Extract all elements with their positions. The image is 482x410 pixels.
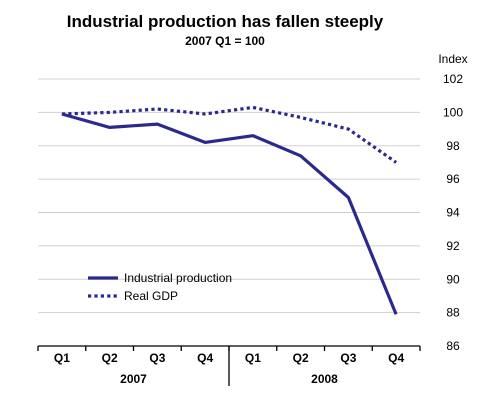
- x-tick-label: Q4: [197, 351, 213, 365]
- x-tick-label: Q3: [149, 351, 165, 365]
- x-tick-label: Q1: [245, 351, 261, 365]
- legend-label: Real GDP: [124, 289, 178, 303]
- legend: Industrial production Real GDP: [88, 271, 232, 303]
- x-tick-label: Q1: [54, 351, 70, 365]
- y-tick-label: 100: [443, 105, 463, 119]
- chart-title: Industrial production has fallen steeply: [67, 12, 384, 31]
- y-tick-label: 90: [446, 272, 460, 286]
- y-tick-label: 96: [446, 172, 460, 186]
- y-tick-label: 86: [446, 339, 460, 353]
- series-lines: [61, 105, 398, 315]
- x-tick-label: Q2: [102, 351, 118, 365]
- y-tick-label: 102: [443, 72, 463, 86]
- y-tick-labels: 86 88 90 92 94 96 98 100 102: [443, 72, 463, 353]
- y-tick-label: 88: [446, 306, 460, 320]
- x-axis: Q1 Q2 Q3 Q4 Q1 Q2 Q3 Q4 2007 2008: [37, 345, 421, 386]
- year-label: 2008: [311, 372, 338, 386]
- y-tick-label: 92: [446, 239, 460, 253]
- chart-subtitle: 2007 Q1 = 100: [185, 34, 265, 48]
- x-tick-label: Q3: [340, 351, 356, 365]
- year-label: 2007: [120, 372, 147, 386]
- x-tick-label: Q2: [293, 351, 309, 365]
- y-tick-label: 98: [446, 139, 460, 153]
- y-tick-label: 94: [446, 206, 460, 220]
- series-line-real-gdp: [61, 105, 398, 164]
- x-tick-label: Q4: [388, 351, 404, 365]
- y-axis-label: Index: [438, 52, 467, 66]
- series-line-industrial-production: [61, 112, 398, 315]
- legend-label: Industrial production: [124, 271, 232, 285]
